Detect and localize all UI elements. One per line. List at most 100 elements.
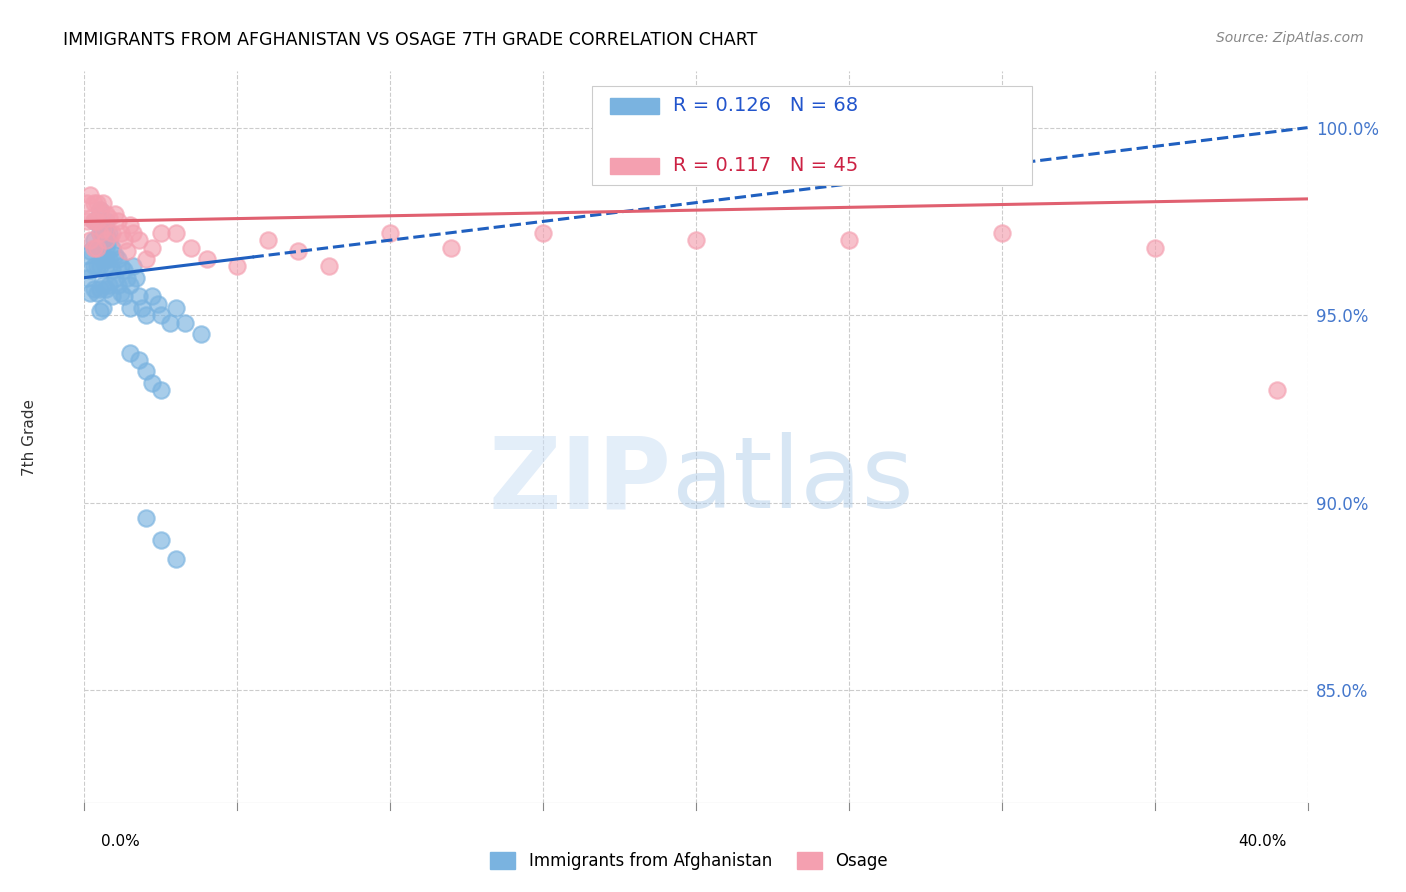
Point: [190, 326, 212, 341]
Point: [89, 260, 111, 274]
FancyBboxPatch shape: [592, 86, 1032, 185]
Point: [107, 214, 129, 228]
Point: [83, 195, 105, 210]
Point: [97, 211, 120, 225]
Point: [86, 241, 108, 255]
Point: [991, 226, 1014, 240]
Point: [86, 214, 108, 228]
Text: 40.0%: 40.0%: [1239, 834, 1286, 849]
Point: [76, 248, 98, 262]
Point: [89, 244, 111, 259]
Point: [97, 226, 120, 240]
Point: [125, 270, 148, 285]
Point: [440, 241, 463, 255]
Point: [122, 260, 145, 274]
Point: [104, 248, 127, 262]
Point: [165, 301, 187, 315]
Point: [838, 233, 860, 247]
Point: [94, 233, 117, 247]
Point: [76, 214, 98, 228]
Point: [83, 282, 105, 296]
Point: [165, 552, 187, 566]
Point: [104, 207, 127, 221]
Point: [149, 226, 172, 240]
Point: [79, 211, 101, 225]
Point: [94, 207, 117, 221]
Point: [89, 282, 111, 296]
Point: [83, 214, 105, 228]
Point: [86, 260, 108, 274]
Point: [287, 244, 309, 259]
Text: Source: ZipAtlas.com: Source: ZipAtlas.com: [1216, 31, 1364, 45]
Point: [94, 241, 117, 255]
Point: [89, 226, 111, 240]
Point: [94, 226, 117, 240]
Point: [120, 218, 142, 232]
Text: IMMIGRANTS FROM AFGHANISTAN VS OSAGE 7TH GRADE CORRELATION CHART: IMMIGRANTS FROM AFGHANISTAN VS OSAGE 7TH…: [63, 31, 758, 49]
Point: [91, 252, 114, 266]
Text: 7th Grade: 7th Grade: [22, 399, 37, 475]
Point: [83, 233, 105, 247]
Point: [531, 226, 554, 240]
Point: [89, 203, 111, 218]
Point: [79, 285, 101, 300]
Point: [101, 226, 124, 240]
Point: [128, 353, 150, 368]
Point: [112, 289, 135, 303]
Point: [89, 304, 111, 318]
Point: [115, 244, 138, 259]
Legend: Immigrants from Afghanistan, Osage: Immigrants from Afghanistan, Osage: [484, 845, 894, 877]
Point: [91, 222, 114, 236]
Point: [195, 252, 218, 266]
Point: [135, 510, 157, 524]
Point: [174, 316, 197, 330]
Point: [83, 241, 105, 255]
Point: [79, 233, 101, 247]
Point: [94, 260, 117, 274]
Point: [79, 244, 101, 259]
Point: [91, 301, 114, 315]
Point: [101, 241, 124, 255]
Point: [79, 263, 101, 277]
Point: [128, 233, 150, 247]
Point: [76, 195, 98, 210]
Point: [120, 278, 142, 293]
Point: [141, 241, 163, 255]
Point: [86, 195, 108, 210]
Point: [318, 260, 340, 274]
Point: [107, 252, 129, 266]
Point: [97, 252, 120, 266]
Point: [91, 195, 114, 210]
Point: [165, 226, 187, 240]
Point: [135, 308, 157, 322]
Point: [159, 316, 181, 330]
Point: [91, 233, 114, 247]
Point: [94, 282, 117, 296]
Point: [110, 285, 132, 300]
Point: [122, 226, 145, 240]
Point: [97, 278, 120, 293]
Text: 0.0%: 0.0%: [101, 834, 141, 849]
Point: [115, 270, 138, 285]
Point: [135, 252, 157, 266]
Point: [380, 226, 402, 240]
Point: [120, 345, 142, 359]
Point: [131, 301, 153, 315]
Point: [101, 263, 124, 277]
Point: [86, 241, 108, 255]
Point: [112, 233, 135, 247]
Point: [257, 233, 280, 247]
Point: [120, 301, 142, 315]
Point: [101, 289, 124, 303]
Point: [83, 260, 105, 274]
FancyBboxPatch shape: [610, 98, 659, 114]
Point: [149, 533, 172, 548]
Point: [89, 203, 111, 218]
Point: [94, 214, 117, 228]
Point: [94, 252, 117, 266]
Point: [97, 233, 120, 247]
Point: [110, 226, 132, 240]
Point: [141, 376, 163, 390]
Point: [226, 260, 249, 274]
Point: [128, 289, 150, 303]
